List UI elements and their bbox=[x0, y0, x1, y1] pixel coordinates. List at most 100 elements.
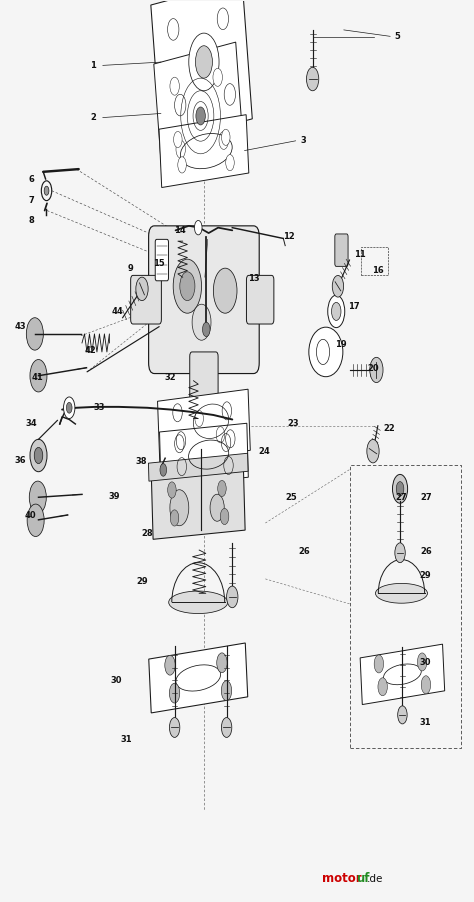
Text: 8: 8 bbox=[28, 216, 34, 225]
Circle shape bbox=[173, 132, 182, 148]
Circle shape bbox=[170, 510, 179, 526]
Circle shape bbox=[192, 304, 211, 340]
Circle shape bbox=[331, 302, 341, 320]
Text: 40: 40 bbox=[24, 511, 36, 520]
Circle shape bbox=[224, 84, 236, 106]
Text: 22: 22 bbox=[383, 424, 395, 433]
Circle shape bbox=[227, 586, 238, 608]
Circle shape bbox=[226, 154, 234, 170]
Text: 17: 17 bbox=[348, 302, 360, 311]
Text: 1: 1 bbox=[90, 61, 96, 70]
Text: 7: 7 bbox=[28, 196, 34, 205]
Text: 36: 36 bbox=[15, 456, 27, 465]
Circle shape bbox=[170, 78, 179, 96]
Text: 41: 41 bbox=[32, 373, 44, 382]
FancyBboxPatch shape bbox=[131, 275, 161, 324]
Circle shape bbox=[221, 129, 230, 145]
Circle shape bbox=[44, 186, 49, 195]
FancyBboxPatch shape bbox=[190, 352, 218, 401]
Text: 2: 2 bbox=[90, 114, 96, 123]
Text: 34: 34 bbox=[26, 419, 37, 428]
Circle shape bbox=[165, 656, 175, 675]
Circle shape bbox=[213, 69, 222, 87]
Circle shape bbox=[176, 140, 185, 158]
Circle shape bbox=[395, 543, 405, 563]
Circle shape bbox=[136, 277, 148, 300]
Circle shape bbox=[27, 504, 44, 537]
Polygon shape bbox=[149, 643, 248, 713]
Text: 3: 3 bbox=[301, 136, 306, 145]
Circle shape bbox=[421, 676, 431, 694]
Text: 28: 28 bbox=[141, 529, 153, 538]
Circle shape bbox=[332, 275, 344, 297]
Circle shape bbox=[168, 19, 179, 41]
Text: 16: 16 bbox=[372, 266, 384, 275]
Polygon shape bbox=[159, 115, 249, 188]
Text: 43: 43 bbox=[15, 322, 27, 331]
Polygon shape bbox=[360, 644, 445, 704]
Circle shape bbox=[195, 46, 212, 78]
Circle shape bbox=[196, 107, 205, 125]
Text: 32: 32 bbox=[164, 373, 176, 382]
Circle shape bbox=[396, 482, 404, 496]
Circle shape bbox=[160, 464, 166, 476]
Circle shape bbox=[378, 677, 387, 695]
Text: motor: motor bbox=[322, 872, 362, 885]
Circle shape bbox=[217, 8, 228, 30]
Circle shape bbox=[398, 706, 407, 724]
Text: 33: 33 bbox=[93, 403, 105, 412]
Text: 39: 39 bbox=[109, 492, 120, 501]
Text: 24: 24 bbox=[258, 446, 270, 456]
Polygon shape bbox=[160, 423, 248, 486]
Circle shape bbox=[173, 259, 201, 313]
Circle shape bbox=[170, 490, 189, 526]
Text: 20: 20 bbox=[367, 364, 379, 373]
Text: 13: 13 bbox=[248, 273, 259, 282]
Text: 15: 15 bbox=[153, 259, 165, 268]
FancyBboxPatch shape bbox=[155, 239, 168, 281]
Circle shape bbox=[34, 447, 43, 464]
Circle shape bbox=[174, 95, 186, 115]
Circle shape bbox=[220, 509, 229, 525]
Text: 12: 12 bbox=[283, 232, 295, 241]
Circle shape bbox=[219, 132, 228, 150]
Polygon shape bbox=[154, 42, 245, 184]
Bar bbox=[350, 465, 462, 748]
Polygon shape bbox=[151, 467, 245, 539]
Ellipse shape bbox=[169, 591, 228, 613]
Text: 14: 14 bbox=[174, 226, 186, 235]
Text: 31: 31 bbox=[120, 735, 132, 743]
Text: 26: 26 bbox=[298, 548, 310, 557]
Text: .de: .de bbox=[367, 874, 383, 884]
Circle shape bbox=[194, 220, 202, 235]
Text: 19: 19 bbox=[335, 340, 347, 349]
Circle shape bbox=[202, 322, 210, 336]
Circle shape bbox=[374, 655, 383, 673]
Circle shape bbox=[367, 439, 379, 463]
Circle shape bbox=[169, 718, 180, 738]
Circle shape bbox=[221, 718, 232, 738]
Circle shape bbox=[27, 318, 43, 350]
Text: 42: 42 bbox=[85, 345, 96, 354]
Text: 11: 11 bbox=[354, 250, 366, 259]
Text: 38: 38 bbox=[136, 457, 147, 466]
Text: 29: 29 bbox=[137, 577, 148, 586]
Circle shape bbox=[180, 272, 195, 300]
Text: 44: 44 bbox=[112, 307, 124, 316]
Circle shape bbox=[418, 653, 427, 671]
Text: 29: 29 bbox=[419, 571, 431, 580]
Circle shape bbox=[30, 360, 47, 392]
Circle shape bbox=[169, 683, 180, 703]
Text: 23: 23 bbox=[287, 419, 299, 428]
Circle shape bbox=[307, 68, 319, 91]
Text: 30: 30 bbox=[419, 658, 431, 667]
FancyBboxPatch shape bbox=[335, 234, 348, 266]
Text: 31: 31 bbox=[419, 719, 431, 728]
Text: 25: 25 bbox=[285, 493, 297, 502]
Text: 27: 27 bbox=[396, 493, 407, 502]
Circle shape bbox=[29, 481, 46, 513]
Ellipse shape bbox=[375, 584, 428, 603]
Circle shape bbox=[213, 268, 237, 313]
Circle shape bbox=[218, 481, 226, 497]
Circle shape bbox=[168, 482, 176, 498]
